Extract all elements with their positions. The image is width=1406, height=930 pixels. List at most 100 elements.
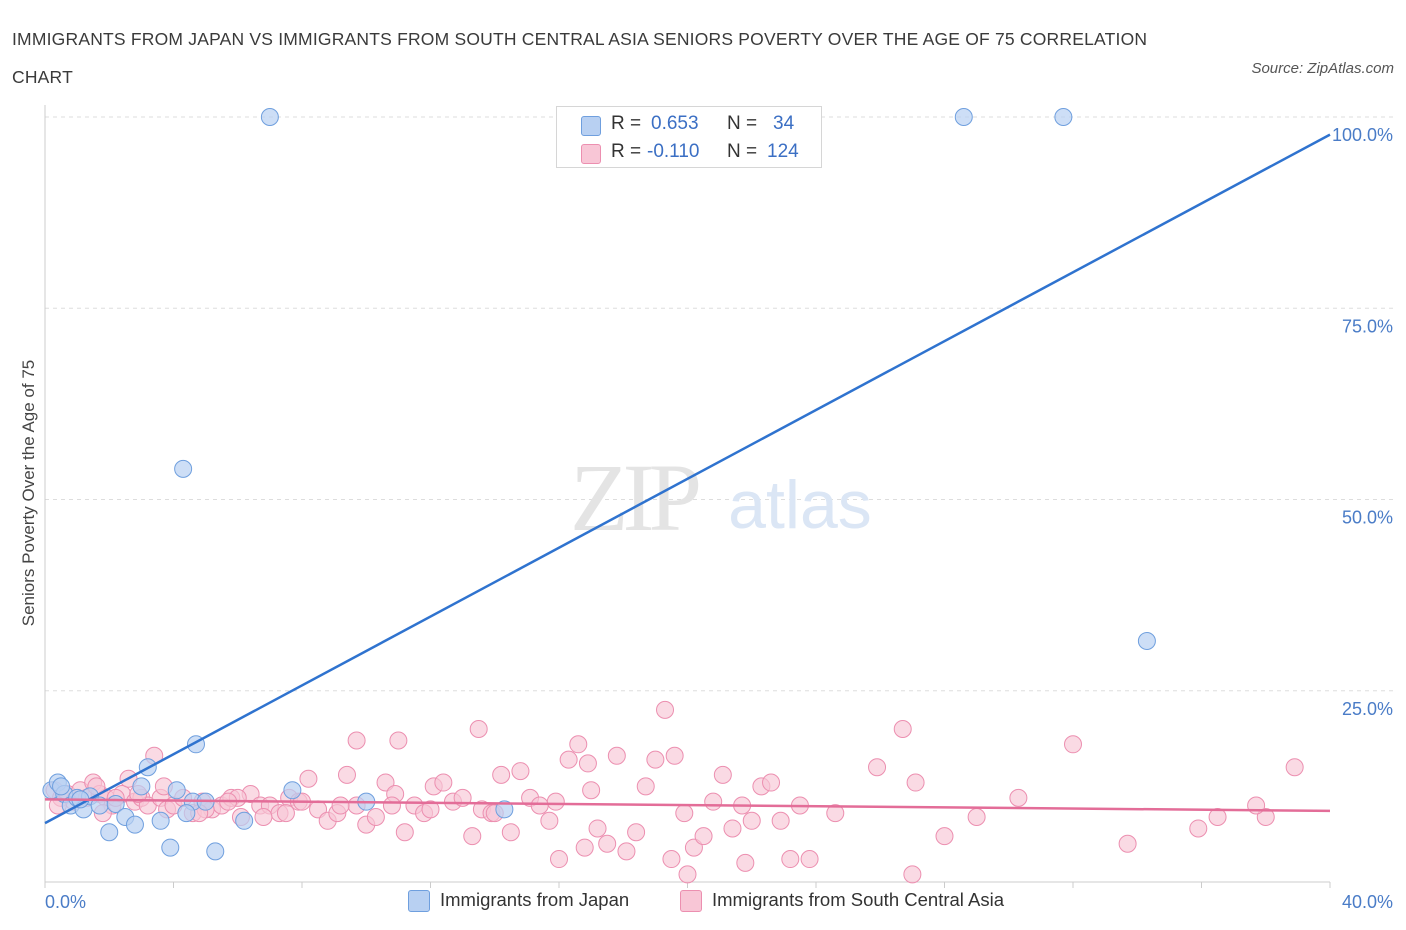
sca-point: [550, 850, 568, 869]
japan-trend-line: [44, 133, 1331, 825]
sca-point: [826, 804, 845, 823]
sca-point: [656, 700, 675, 719]
legend-label-japan: Immigrants from Japan: [440, 889, 630, 910]
sca-point: [906, 773, 925, 792]
sca-point: [662, 850, 681, 869]
y-tick-label: 75.0%: [1342, 316, 1393, 336]
sca-point: [736, 853, 755, 872]
japan-point: [52, 777, 71, 796]
sca-point: [1189, 819, 1208, 838]
legend-swatch-sca: [680, 890, 702, 912]
japan-point: [132, 777, 151, 796]
x-tick-label: 0.0%: [45, 892, 86, 912]
sca-point: [684, 838, 703, 857]
legend-swatch-sca: [581, 144, 601, 164]
sca-point: [347, 731, 366, 750]
japan-point: [100, 823, 119, 842]
sca-point: [434, 773, 453, 792]
japan-point: [495, 800, 514, 819]
x-tick-label: 40.0%: [1342, 892, 1393, 912]
sca-point: [254, 807, 273, 826]
series-legend: Immigrants from Japan Immigrants from So…: [0, 888, 1406, 918]
sca-point: [636, 777, 655, 796]
correlation-legend: R = 0.653 N = 34 R = -0.110 N = 124: [556, 106, 822, 168]
sca-point: [1118, 834, 1137, 853]
sca-point: [511, 762, 530, 781]
legend-r-value-japan: 0.653: [651, 113, 699, 134]
chart-title: IMMIGRANTS FROM JAPAN VS IMMIGRANTS FROM…: [12, 29, 1148, 87]
sca-point: [376, 773, 395, 792]
sca-point: [501, 823, 520, 842]
sca-point: [781, 850, 800, 869]
sca-point: [276, 804, 295, 823]
sca-point: [578, 754, 597, 773]
sca-point: [935, 827, 954, 846]
japan-point: [1054, 108, 1073, 126]
sca-point: [1285, 758, 1304, 777]
sca-point: [675, 804, 694, 823]
sca-point: [337, 765, 356, 784]
sca-point: [575, 838, 594, 857]
sca-point: [569, 735, 588, 754]
legend-n-label: N =: [727, 141, 758, 162]
sca-point: [299, 769, 318, 788]
sca-point: [893, 720, 912, 738]
sca-point: [694, 827, 713, 846]
japan-point: [161, 838, 180, 857]
sca-point: [1009, 788, 1028, 807]
x-axis-ticks: [44, 882, 1331, 888]
sca-point: [395, 823, 414, 842]
legend-r-label: R =: [611, 113, 642, 134]
sca-point: [1064, 735, 1082, 754]
watermark: ZIP atlas: [570, 444, 872, 551]
sca-point: [678, 865, 697, 884]
sca-point: [382, 796, 401, 815]
japan-point: [167, 781, 186, 800]
sca-point: [492, 765, 511, 784]
sca-point: [627, 823, 646, 842]
japan-point: [260, 108, 279, 126]
japan-point: [174, 459, 193, 478]
sca-point: [665, 746, 684, 765]
legend-n-value-japan: 34: [773, 113, 795, 134]
sca-point: [331, 796, 350, 815]
sca-point: [1208, 807, 1227, 826]
legend-swatch-japan: [581, 116, 601, 136]
japan-point: [151, 811, 170, 830]
sca-point: [1256, 807, 1275, 826]
sca-point: [421, 800, 440, 819]
sca-point: [546, 792, 565, 811]
sca-point: [389, 731, 408, 750]
japan-point: [283, 781, 302, 800]
sca-point: [366, 807, 385, 826]
sca-point: [704, 792, 723, 811]
japan-point: [177, 804, 196, 823]
sca-point: [607, 746, 626, 765]
sca-series-points: [45, 700, 1304, 884]
sca-point: [762, 773, 781, 792]
y-tick-label: 100.0%: [1332, 125, 1393, 145]
y-tick-label: 25.0%: [1342, 699, 1393, 719]
y-axis-tick-labels: 25.0% 50.0% 75.0% 100.0%: [1332, 125, 1393, 719]
sca-trend-line: [44, 798, 1331, 813]
trend-lines: [44, 133, 1331, 825]
x-axis-tick-labels: 0.0% 40.0%: [45, 892, 1393, 912]
legend-label-sca: Immigrants from South Central Asia: [712, 889, 1004, 910]
y-tick-label: 50.0%: [1342, 508, 1393, 528]
sca-point: [582, 781, 601, 800]
japan-point: [954, 108, 973, 126]
sca-point: [800, 850, 819, 869]
sca-point: [903, 865, 922, 884]
source-label: Source: ZipAtlas.com: [1251, 60, 1394, 77]
sca-point: [559, 750, 578, 769]
watermark-zip: ZIP: [570, 444, 699, 551]
sca-point: [713, 765, 732, 784]
japan-point: [206, 842, 225, 861]
grid-lines: [45, 116, 1393, 692]
sca-point: [463, 827, 482, 846]
y-axis-label: Seniors Poverty Over the Age of 75: [19, 360, 38, 626]
sca-point: [588, 819, 607, 838]
legend-n-value-sca: 124: [767, 141, 799, 162]
watermark-atlas: atlas: [728, 467, 872, 543]
japan-point: [1137, 632, 1156, 651]
